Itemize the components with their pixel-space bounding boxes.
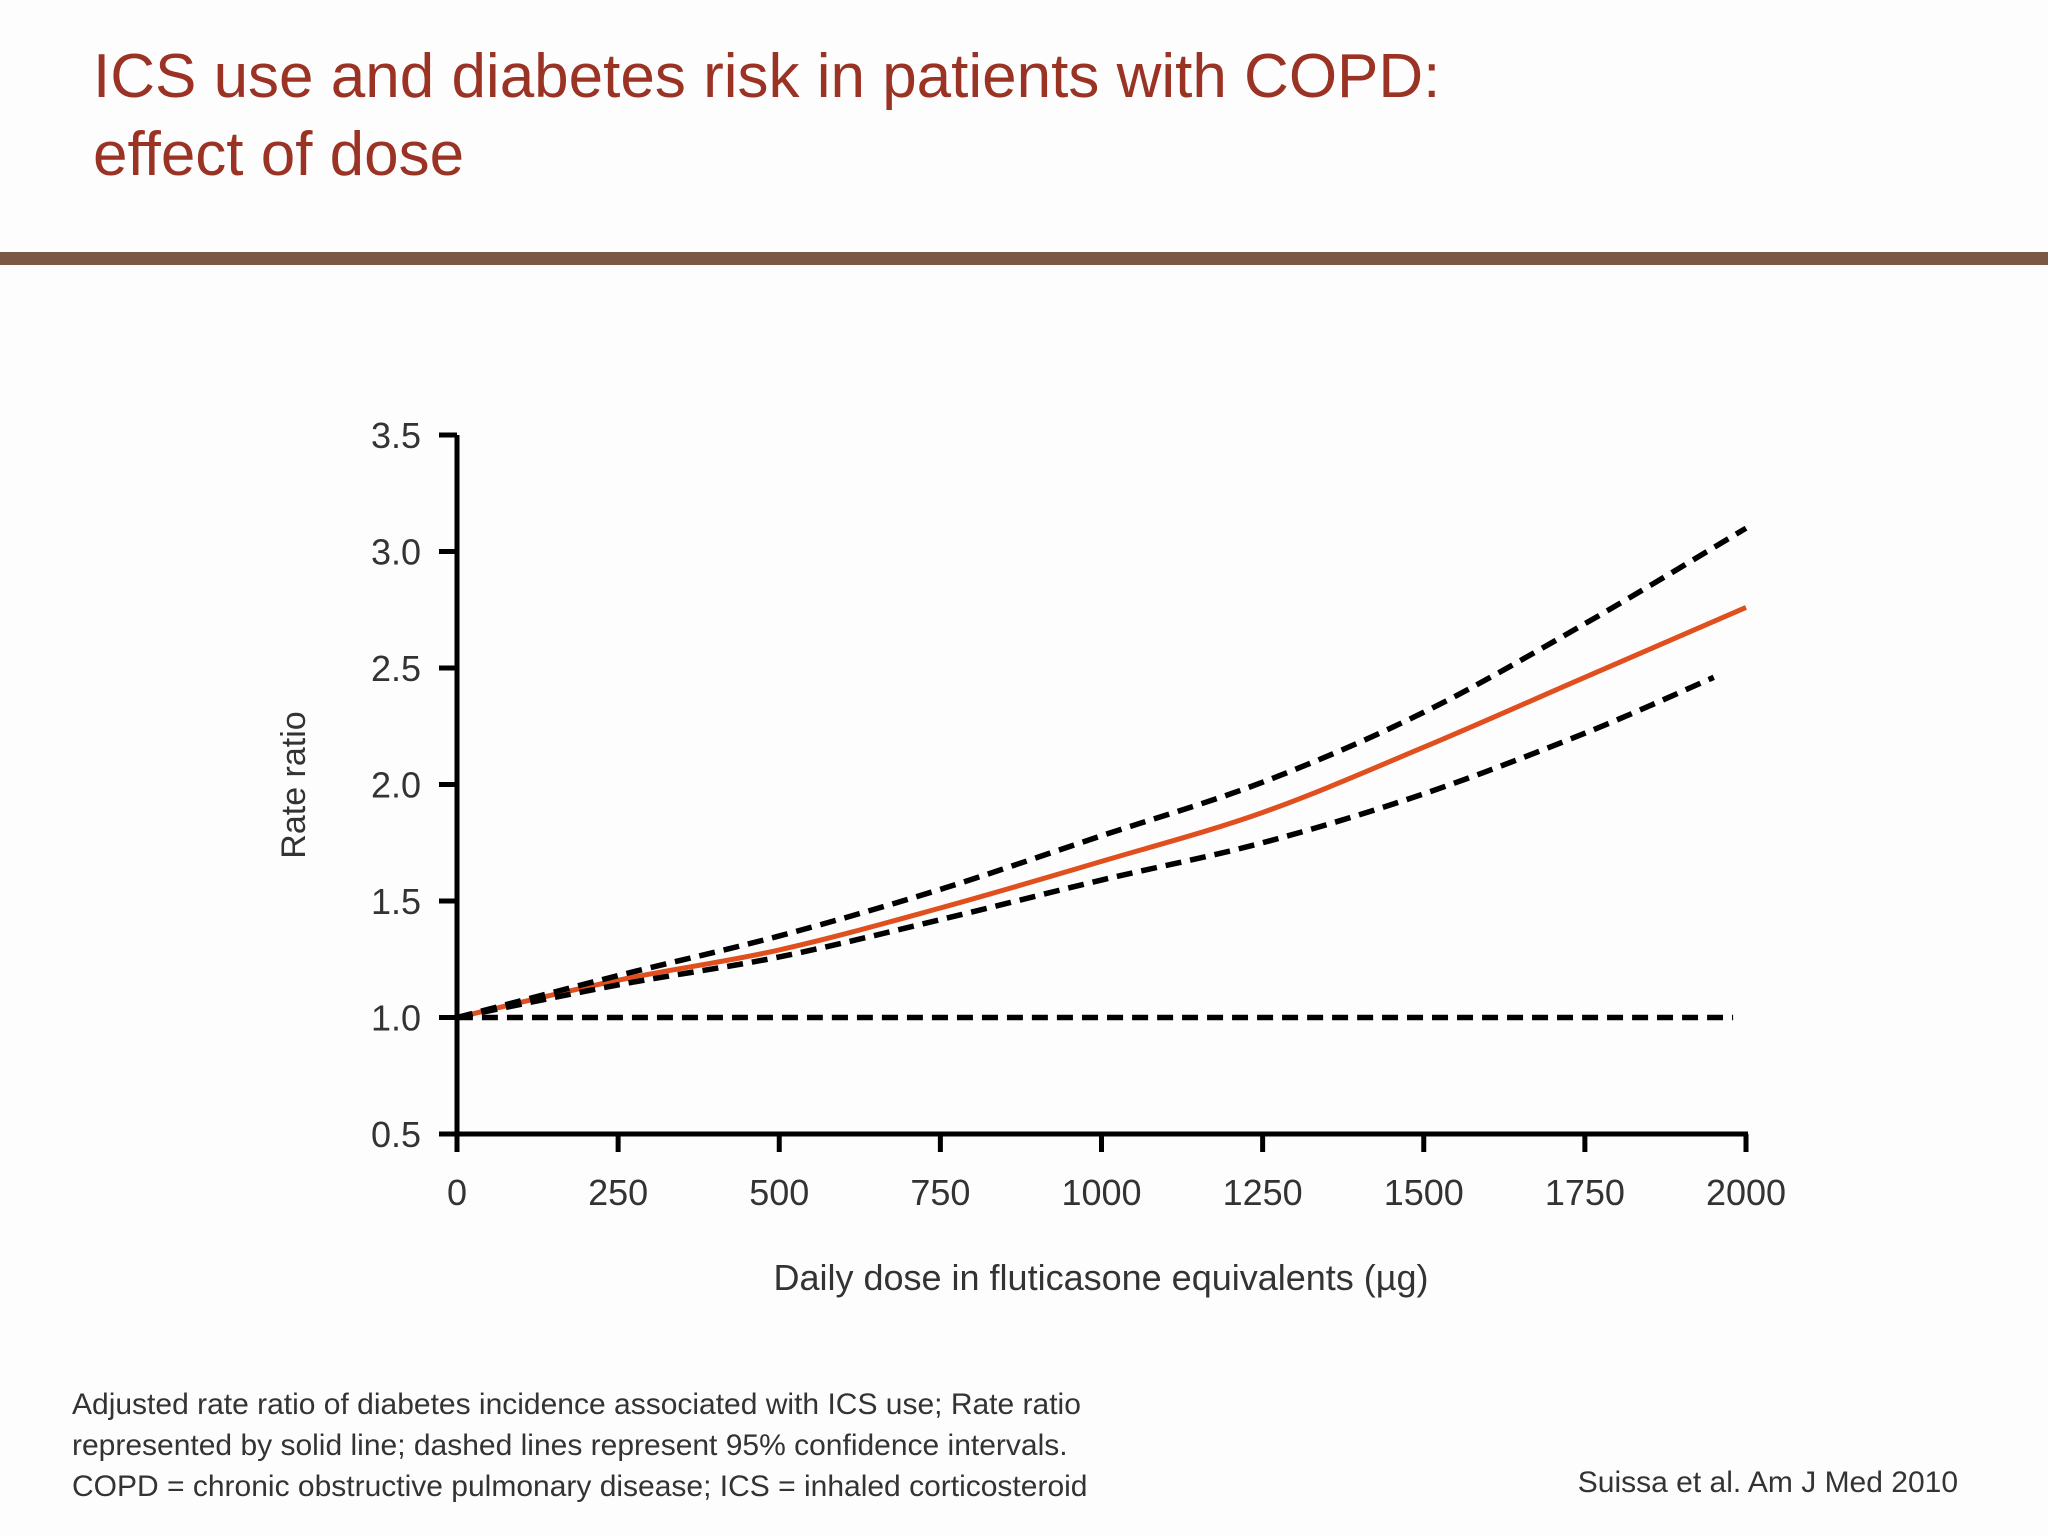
axes	[439, 432, 1749, 1152]
confidence-interval-line	[456, 674, 1715, 1021]
rate-ratio-line	[456, 605, 1747, 1020]
y-tick-label: 3.0	[371, 532, 421, 573]
title-divider	[0, 252, 2048, 265]
series-lines	[456, 525, 1748, 1021]
y-tick-label: 2.5	[371, 648, 421, 689]
footnote-line: Adjusted rate ratio of diabetes incidenc…	[72, 1388, 1081, 1421]
footnote-line: COPD = chronic obstructive pulmonary dis…	[72, 1470, 1088, 1503]
citation: Suissa et al. Am J Med 2010	[1577, 1466, 1958, 1499]
y-tick-label: 1.0	[371, 998, 421, 1039]
x-tick-label: 1250	[1223, 1172, 1303, 1213]
y-tick-label: 0.5	[371, 1114, 421, 1155]
y-tick-label: 1.5	[371, 881, 421, 922]
footnote: Adjusted rate ratio of diabetes incidenc…	[72, 1384, 1087, 1507]
x-axis-label: Daily dose in fluticasone equivalents (µ…	[773, 1257, 1428, 1298]
tick-labels: 0.5 1.0 1.5 2.0 2.5 3.0 3.5 0 250 500 750 1000 1250 1…	[371, 415, 1786, 1213]
title-line-1: ICS use and diabetes risk in patients wi…	[93, 42, 1441, 111]
x-tick-label: 1750	[1545, 1172, 1625, 1213]
confidence-interval-line	[456, 525, 1748, 1021]
x-tick-label: 2000	[1706, 1172, 1786, 1213]
x-tick-label: 1500	[1384, 1172, 1464, 1213]
x-tick-label: 1000	[1061, 1172, 1141, 1213]
y-tick-label: 2.0	[371, 765, 421, 806]
x-tick-label: 250	[588, 1172, 648, 1213]
x-tick-label: 750	[910, 1172, 970, 1213]
slide-title: ICS use and diabetes risk in patients wi…	[93, 38, 1440, 194]
y-axis-label: Rate ratio	[275, 711, 313, 858]
y-tick-label: 3.5	[371, 415, 421, 456]
x-tick-label: 0	[447, 1172, 467, 1213]
footnote-line: represented by solid line; dashed lines …	[72, 1429, 1068, 1462]
title-line-2: effect of dose	[93, 120, 465, 189]
x-tick-label: 500	[749, 1172, 809, 1213]
